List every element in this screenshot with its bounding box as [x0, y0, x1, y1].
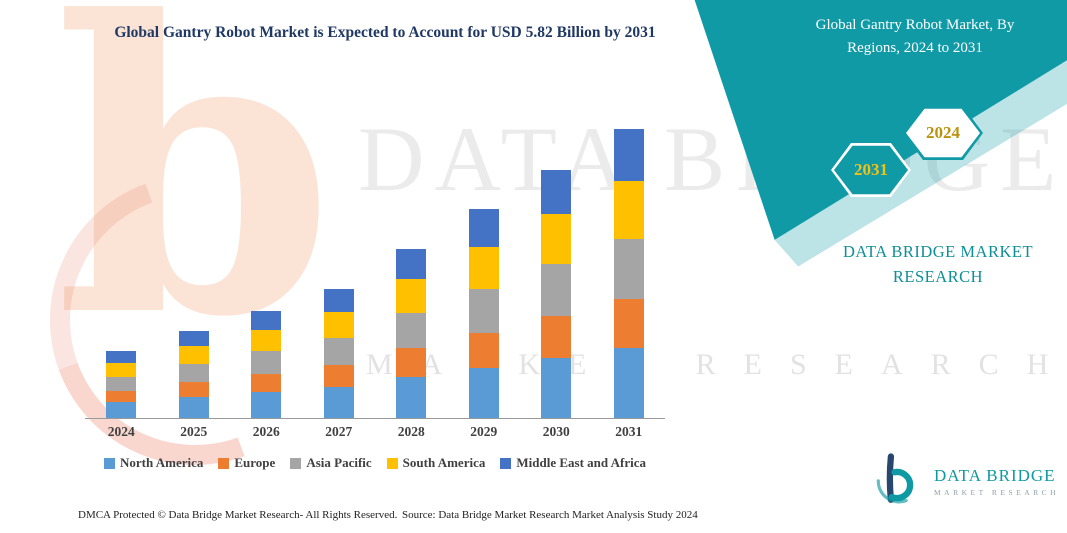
- bar-segment-south-america: [323, 312, 354, 339]
- stacked-bar-2026: [251, 115, 282, 418]
- databridge-logo: DATA BRIDGE MARKET RESEARCH: [872, 452, 1059, 511]
- bar-segment-north-america: [541, 358, 572, 418]
- bar-segment-asia-pacific: [613, 238, 644, 300]
- bar-segment-europe: [613, 299, 644, 349]
- bar-segment-asia-pacific: [251, 351, 282, 374]
- bar-segment-south-america: [396, 279, 427, 314]
- bar-segment-asia-pacific: [468, 288, 499, 333]
- legend-swatch-icon: [500, 457, 512, 469]
- bar-segment-europe: [541, 316, 572, 359]
- legend-label: South America: [402, 455, 486, 470]
- bar-segment-north-america: [323, 387, 354, 418]
- legend-item-north-america: North America: [103, 455, 204, 471]
- bar-segment-middle-east-and-africa: [106, 350, 137, 364]
- bar-segment-south-america: [178, 346, 209, 364]
- bar-segment-europe: [468, 332, 499, 368]
- source-note: Source: Data Bridge Market Research Mark…: [402, 509, 698, 521]
- legend-item-asia-pacific: Asia Pacific: [290, 455, 372, 471]
- legend-item-europe: Europe: [218, 455, 275, 471]
- legend-swatch-icon: [386, 457, 398, 469]
- logo-tagline: MARKET RESEARCH: [934, 488, 1060, 497]
- x-tick-2024: 2024: [107, 424, 135, 439]
- bar-segment-north-america: [613, 348, 644, 418]
- bar-segment-south-america: [468, 247, 499, 289]
- databridge-logo-icon: [872, 452, 926, 511]
- legend-item-middle-east-and-africa: Middle East and Africa: [500, 455, 646, 471]
- watermark-logo-b: b: [55, 0, 335, 405]
- bar-segment-middle-east-and-africa: [178, 331, 209, 347]
- legend-swatch-icon: [290, 457, 302, 469]
- stacked-bar-2030: [541, 115, 572, 418]
- chart-plot-area: [85, 115, 665, 419]
- bar-segment-middle-east-and-africa: [613, 128, 644, 182]
- legend-swatch-icon: [218, 457, 230, 469]
- bar-segment-asia-pacific: [396, 313, 427, 349]
- chart-title: Global Gantry Robot Market is Expected t…: [114, 24, 656, 41]
- bar-segment-south-america: [541, 214, 572, 265]
- banner-title: Global Gantry Robot Market, By Regions, …: [815, 17, 1015, 57]
- legend-swatch-icon: [103, 457, 115, 469]
- bar-segment-asia-pacific: [178, 363, 209, 383]
- stacked-bar-2028: [396, 115, 427, 418]
- bar-segment-middle-east-and-africa: [468, 209, 499, 248]
- bar-segment-north-america: [468, 367, 499, 418]
- bar-segment-north-america: [178, 397, 209, 418]
- x-axis-labels: 2024 2025 2026 2027 2028 2029 2030 2031: [85, 424, 665, 440]
- bar-segment-south-america: [106, 363, 137, 377]
- x-tick-2028: 2028: [397, 424, 425, 439]
- bar-segment-north-america: [396, 377, 427, 418]
- bar-segment-europe: [251, 373, 282, 393]
- legend-label: Asia Pacific: [306, 455, 372, 470]
- legend-label: North America: [119, 455, 204, 470]
- x-tick-2029: 2029: [470, 424, 498, 439]
- bar-segment-south-america: [251, 330, 282, 352]
- bar-segment-asia-pacific: [541, 264, 572, 317]
- stacked-bar-2027: [323, 115, 354, 418]
- x-tick-2025: 2025: [180, 424, 208, 439]
- legend-item-south-america: South America: [386, 455, 486, 471]
- chart-legend: North America Europe Asia Pacific South Ame…: [70, 455, 680, 471]
- bar-segment-south-america: [613, 181, 644, 239]
- legend-label: Europe: [234, 455, 276, 470]
- x-tick-2027: 2027: [325, 424, 353, 439]
- stacked-bar-2029: [468, 115, 499, 418]
- stacked-bar-2024: [106, 115, 137, 418]
- hexagon-2031-label: 2031: [834, 145, 908, 195]
- bar-segment-asia-pacific: [106, 376, 137, 391]
- x-tick-2030: 2030: [542, 424, 570, 439]
- legend-label: Middle East and Africa: [516, 455, 647, 470]
- bar-segment-middle-east-and-africa: [396, 249, 427, 280]
- brand-text: DATA BRIDGE MARKET RESEARCH: [842, 242, 1034, 286]
- bar-segment-europe: [106, 390, 137, 403]
- stacked-bar-2031: [613, 115, 644, 418]
- bar-segment-north-america: [251, 392, 282, 418]
- bar-segment-middle-east-and-africa: [251, 311, 282, 331]
- dmca-notice: DMCA Protected © Data Bridge Market Rese…: [78, 509, 398, 521]
- bar-segment-europe: [178, 382, 209, 398]
- bar-segment-europe: [396, 348, 427, 378]
- bar-segment-europe: [323, 365, 354, 388]
- hexagon-2024-label: 2024: [906, 108, 980, 158]
- hexagon-2031: 2031: [831, 143, 911, 197]
- bar-segment-north-america: [106, 402, 137, 418]
- bar-segment-asia-pacific: [323, 338, 354, 366]
- x-tick-2031: 2031: [615, 424, 643, 439]
- logo-wordmark: DATA BRIDGE: [934, 466, 1056, 485]
- stacked-bar-2025: [178, 115, 209, 418]
- bar-segment-middle-east-and-africa: [323, 288, 354, 313]
- x-tick-2026: 2026: [252, 424, 280, 439]
- bar-segment-middle-east-and-africa: [541, 169, 572, 215]
